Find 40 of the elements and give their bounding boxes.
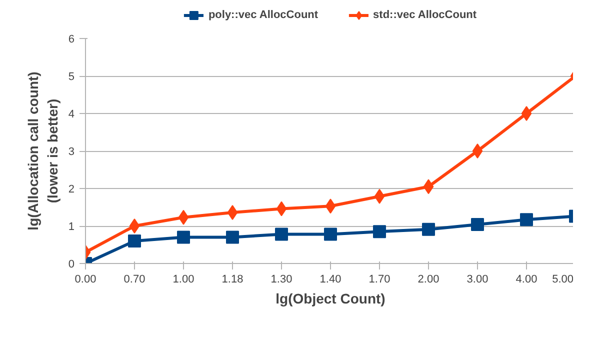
x-tick-label: 0.70 xyxy=(124,274,146,286)
point xyxy=(471,218,484,231)
point xyxy=(422,222,435,236)
x-tick-label: 5.00 xyxy=(552,274,574,286)
point xyxy=(324,228,337,241)
y-tick-label: 5 xyxy=(68,71,75,83)
x-tick-label: 1.18 xyxy=(222,274,244,286)
point xyxy=(325,198,336,214)
x-tick-label: 1.30 xyxy=(270,274,292,286)
point xyxy=(276,201,287,216)
point xyxy=(128,234,141,248)
point xyxy=(423,179,434,194)
x-tick-label: 2.00 xyxy=(418,274,440,286)
x-tick-label: 0.00 xyxy=(74,274,96,286)
x-tick-label: 1.70 xyxy=(368,274,390,286)
point xyxy=(129,218,140,234)
y-tick-label: 1 xyxy=(68,221,75,233)
point xyxy=(374,188,385,204)
point xyxy=(275,228,288,241)
point xyxy=(520,213,533,226)
point xyxy=(178,210,189,225)
x-tick-label: 4.00 xyxy=(516,274,538,286)
y-tick-label: 6 xyxy=(68,34,75,46)
point xyxy=(226,230,239,244)
y-tick-label: 0 xyxy=(68,258,75,270)
y-tick-label: 3 xyxy=(68,146,75,158)
legend-label: poly::vec AllocCount xyxy=(208,9,318,21)
y-axis-title: lg(Allocation call count) (lower is better) xyxy=(25,72,60,230)
x-tick-label: 1.40 xyxy=(320,274,342,286)
y-tick-label: 2 xyxy=(68,184,75,196)
point xyxy=(177,230,190,244)
point xyxy=(472,144,483,158)
x-tick-label: 1.00 xyxy=(172,274,194,286)
legend-label: std::vec AllocCount xyxy=(373,9,477,21)
point xyxy=(227,205,238,220)
point xyxy=(373,225,386,238)
x-axis-title: lg(Object Count) xyxy=(276,290,386,306)
point xyxy=(521,106,532,121)
y-tick-label: 4 xyxy=(68,108,75,120)
x-tick-label: 3.00 xyxy=(466,274,488,286)
